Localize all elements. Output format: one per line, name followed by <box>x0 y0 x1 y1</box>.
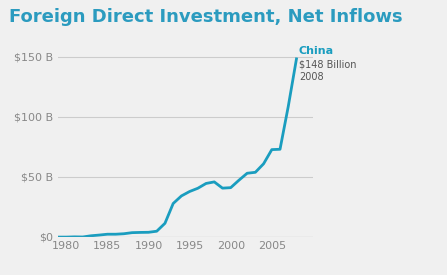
Text: $148 Billion: $148 Billion <box>299 60 356 70</box>
Text: China: China <box>299 45 334 56</box>
Text: 2008: 2008 <box>299 72 324 82</box>
Text: Foreign Direct Investment, Net Inflows: Foreign Direct Investment, Net Inflows <box>9 8 403 26</box>
